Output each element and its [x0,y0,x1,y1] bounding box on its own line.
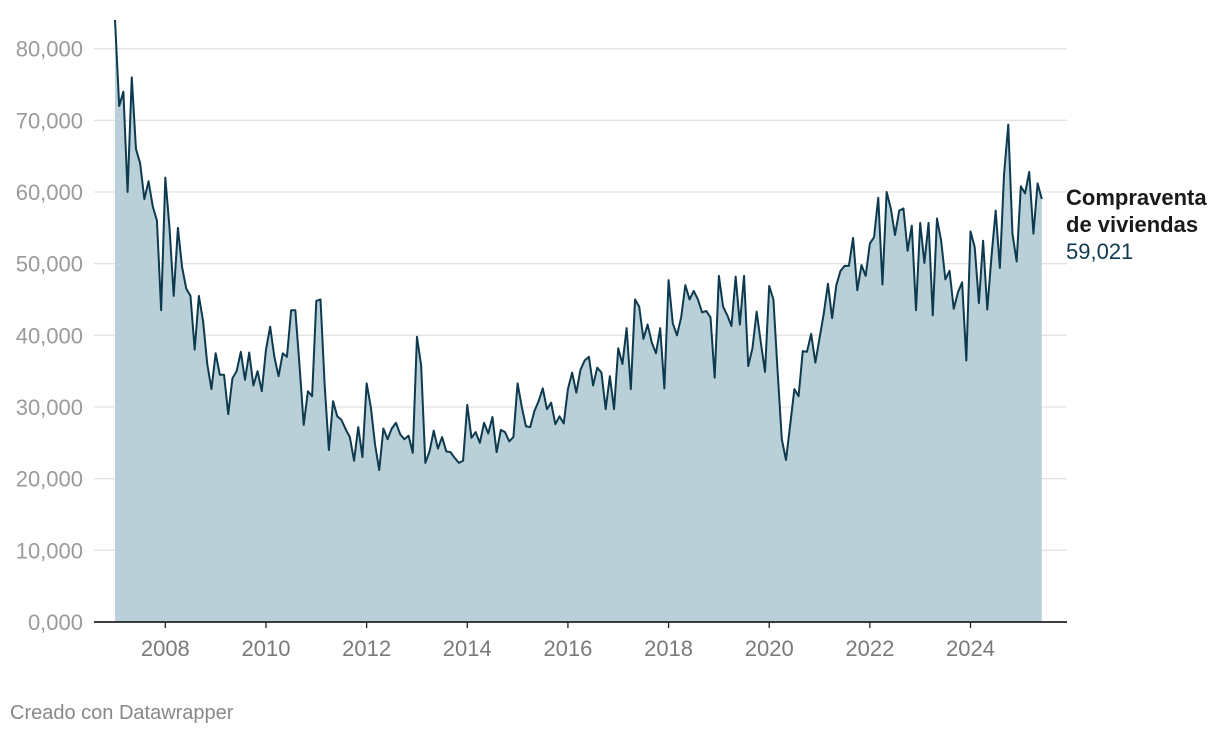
x-tick-label: 2022 [845,636,894,661]
series-line-compraventa [114,19,1043,472]
x-tick-label: 2020 [745,636,794,661]
y-axis-ticks: 0,000 10,000 20,000 30,000 40,000 50,000 60,00… [16,37,83,635]
x-tick-label: 2008 [141,636,190,661]
credit-text: Creado con Datawrapper [10,702,234,724]
y-tick-label: 20,000 [16,467,83,492]
y-tick-label: 80,000 [16,37,83,62]
y-tick-label: 40,000 [16,323,83,348]
x-axis-ticks: 2008 2010 2012 2014 2016 2018 2020 2022 2024 [141,622,995,661]
series-name-line-2: de viviendas [1066,212,1199,237]
x-tick-label: 2018 [644,636,693,661]
y-tick-label: 70,000 [16,108,83,133]
x-tick-label: 2014 [443,636,492,661]
y-tick-label: 10,000 [16,538,83,563]
y-tick-label: 30,000 [16,395,83,420]
series-name-line-1: Compraventa [1066,185,1207,210]
y-tick-label: 0,000 [28,610,83,635]
y-tick-label: 50,000 [16,252,83,277]
series-last-value: 59,021 [1066,239,1134,264]
series-area-compraventa [115,20,1042,622]
y-tick-label: 60,000 [16,180,83,205]
x-tick-label: 2012 [342,636,391,661]
series-end-label: Compraventa de viviendas 59,021 [1066,184,1207,265]
x-tick-label: 2016 [543,636,592,661]
x-tick-label: 2024 [946,636,995,661]
x-tick-label: 2010 [241,636,290,661]
